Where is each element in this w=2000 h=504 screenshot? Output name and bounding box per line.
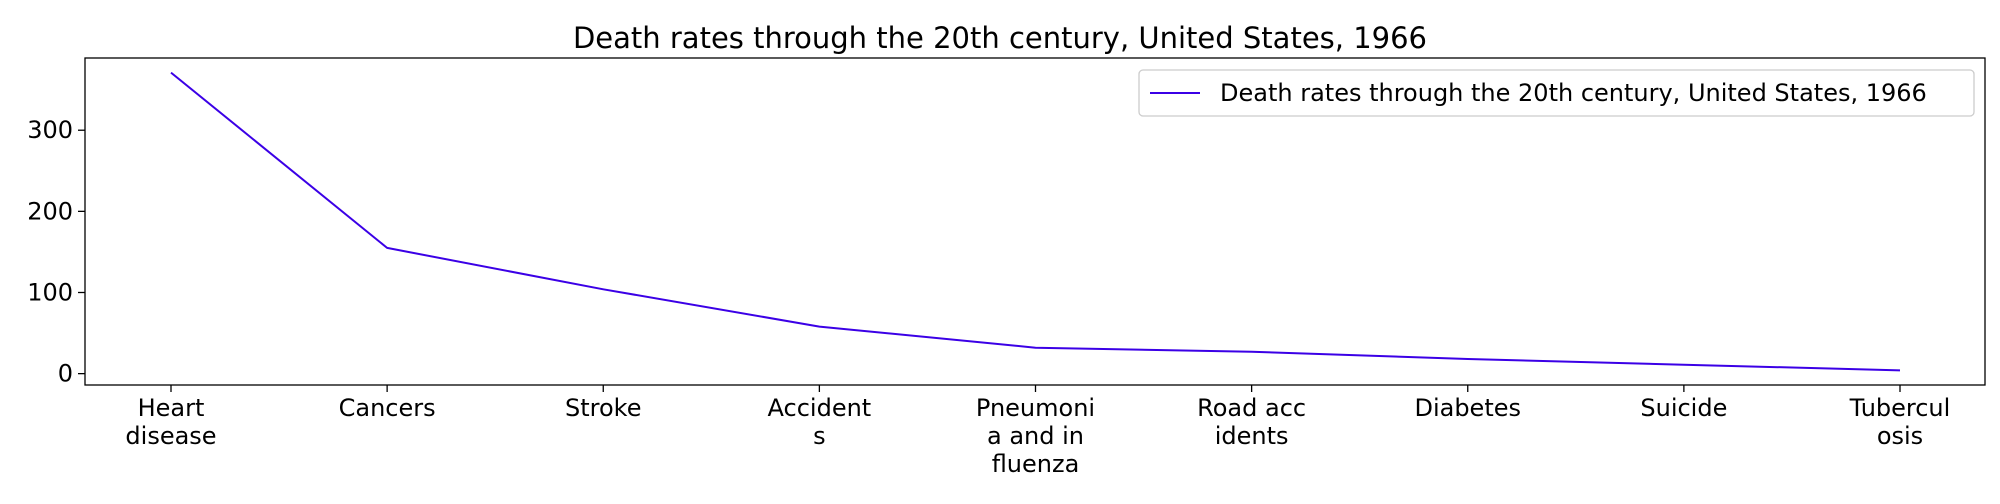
x-tick-label-line: idents xyxy=(1215,422,1289,450)
x-tick-label-line: Heart xyxy=(138,394,205,422)
x-tick-label-line: Cancers xyxy=(339,394,436,422)
x-tick-label: Suicide xyxy=(1640,394,1727,422)
y-axis: 0 100 200 300 xyxy=(27,116,85,387)
series-layer xyxy=(171,73,1900,371)
x-tick-label: Stroke xyxy=(565,394,641,422)
x-tick-label-line: s xyxy=(813,422,826,450)
x-tick-label-line: Pneumoni xyxy=(976,394,1095,422)
x-tick-label-line: osis xyxy=(1877,422,1923,450)
series-line xyxy=(171,73,1900,371)
legend: Death rates through the 20th century, Un… xyxy=(1139,70,1974,116)
x-tick-label-line: fluenza xyxy=(992,450,1080,478)
y-tick-label: 0 xyxy=(58,360,73,388)
x-tick-label-line: a and in xyxy=(987,422,1084,450)
x-tick-label: Cancers xyxy=(339,394,436,422)
x-tick-label: Diabetes xyxy=(1414,394,1521,422)
y-tick-label: 300 xyxy=(27,116,73,144)
chart-title: Death rates through the 20th century, Un… xyxy=(573,21,1427,55)
y-tick-label: 200 xyxy=(27,197,73,225)
x-tick-label-line: Stroke xyxy=(565,394,641,422)
x-tick-label-line: disease xyxy=(125,422,216,450)
x-tick-label-line: Accident xyxy=(768,394,872,422)
legend-label: Death rates through the 20th century, Un… xyxy=(1220,79,1927,107)
x-tick-label-line: Tubercul xyxy=(1849,394,1951,422)
x-tick-label-line: Suicide xyxy=(1640,394,1727,422)
y-tick-label: 100 xyxy=(27,278,73,306)
x-tick-label-line: Diabetes xyxy=(1414,394,1521,422)
x-tick-label-line: Road acc xyxy=(1197,394,1306,422)
